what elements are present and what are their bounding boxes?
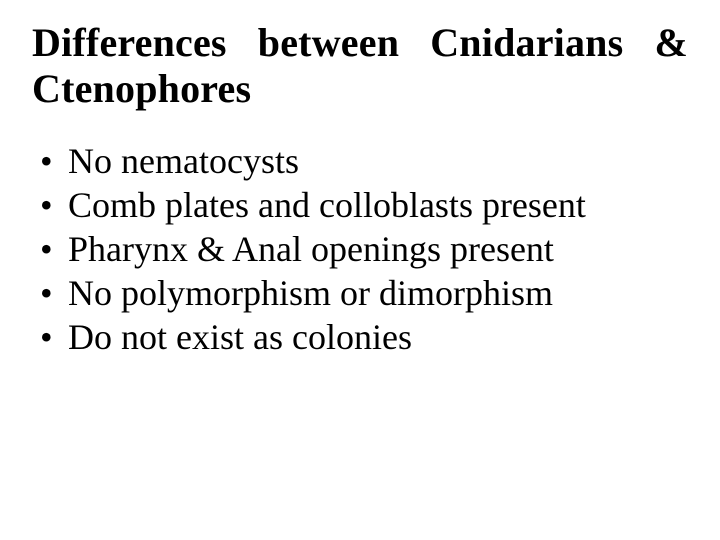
bullet-icon: • <box>40 140 68 184</box>
bullet-text: Do not exist as colonies <box>68 316 688 360</box>
list-item: • Comb plates and colloblasts present <box>40 184 688 228</box>
bullet-icon: • <box>40 272 68 316</box>
bullet-text: Pharynx & Anal openings present <box>68 228 688 272</box>
bullet-text: No polymorphism or dimorphism <box>68 272 688 316</box>
bullet-icon: • <box>40 228 68 272</box>
bullet-icon: • <box>40 316 68 360</box>
slide-title: Differences between Cnidarians & Ctenoph… <box>32 20 688 112</box>
bullet-text: No nematocysts <box>68 140 688 184</box>
list-item: • Pharynx & Anal openings present <box>40 228 688 272</box>
list-item: • No nematocysts <box>40 140 688 184</box>
bullet-text: Comb plates and colloblasts present <box>68 184 688 228</box>
list-item: • Do not exist as colonies <box>40 316 688 360</box>
bullet-list: • No nematocysts • Comb plates and collo… <box>32 140 688 360</box>
list-item: • No polymorphism or dimorphism <box>40 272 688 316</box>
bullet-icon: • <box>40 184 68 228</box>
